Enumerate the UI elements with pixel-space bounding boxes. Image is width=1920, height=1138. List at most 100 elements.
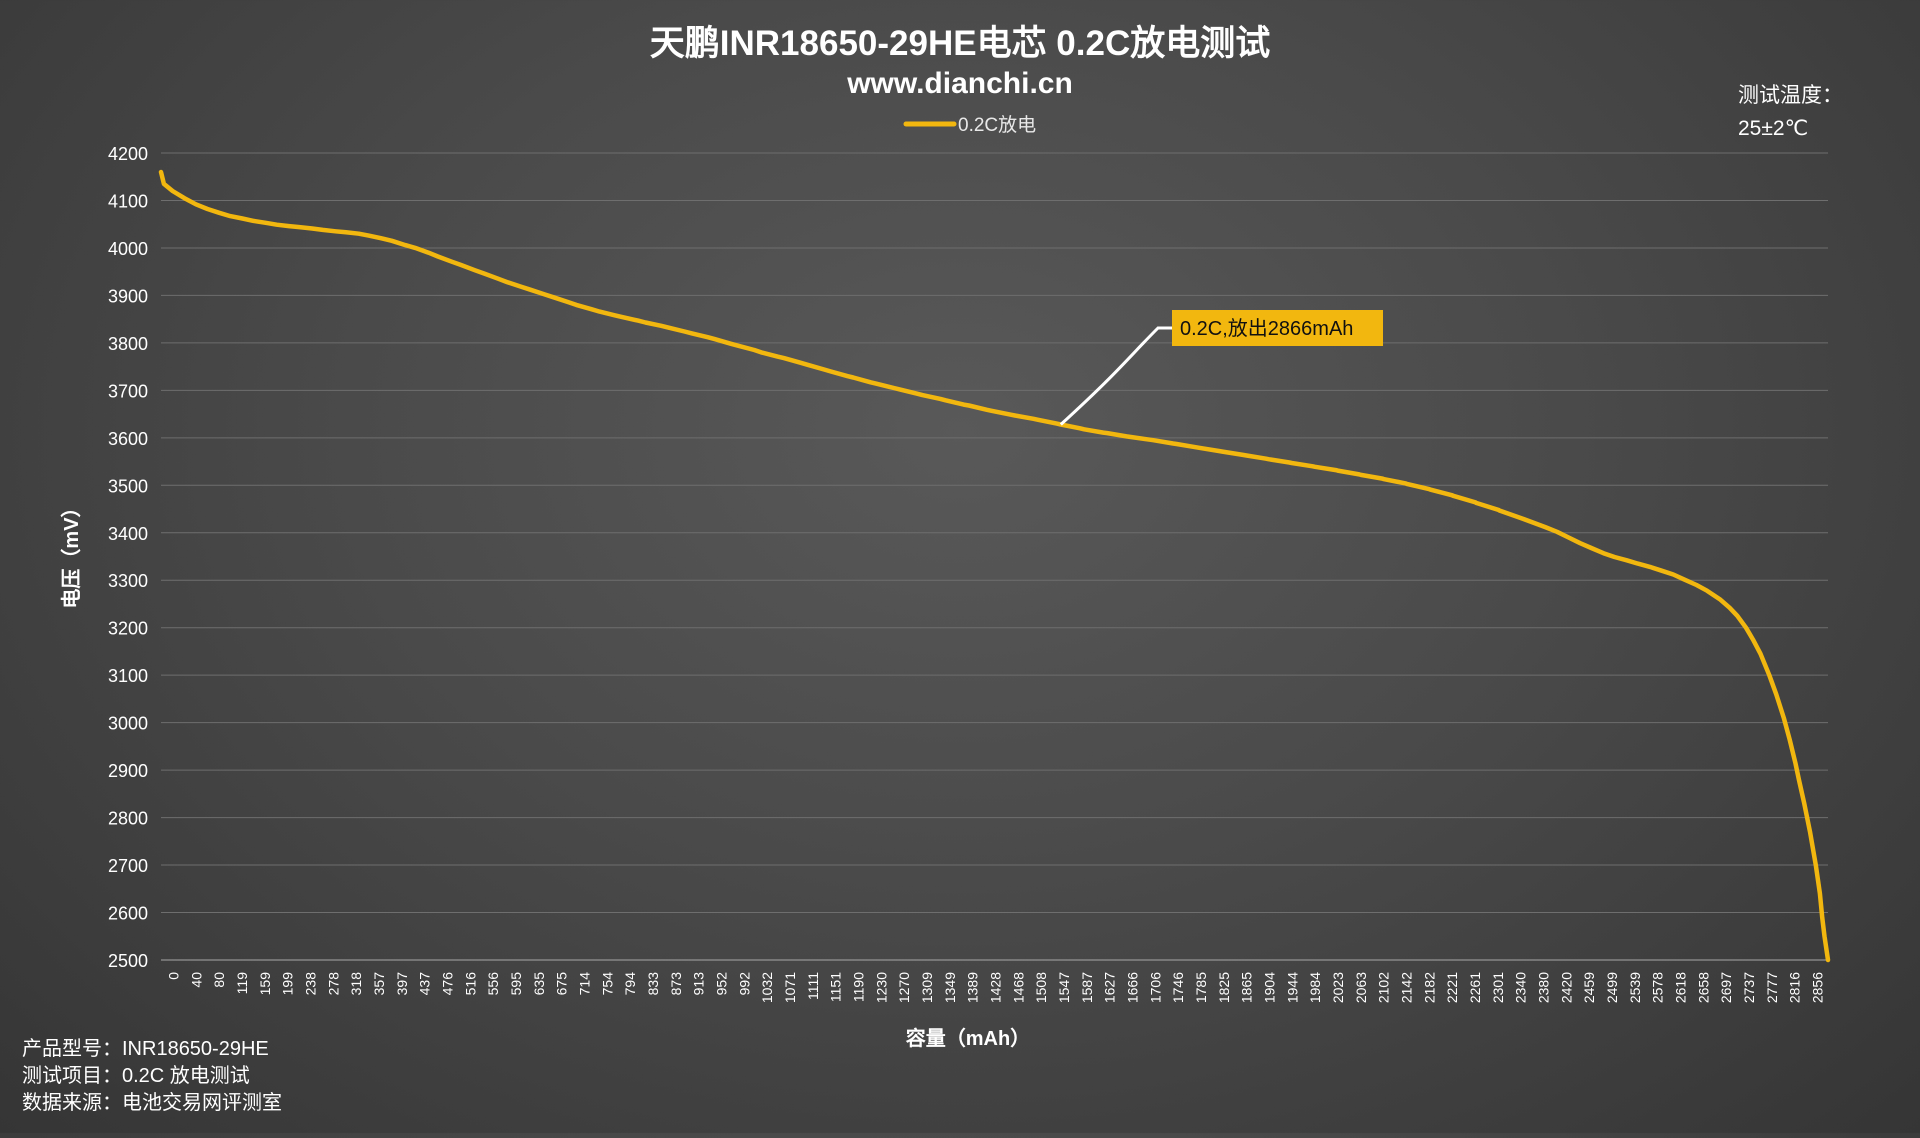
y-tick-label: 3700 [108, 381, 148, 401]
x-tick-label: 397 [394, 972, 410, 996]
x-tick-label: 1230 [873, 972, 889, 1003]
x-tick-label: 2063 [1353, 972, 1369, 1003]
y-tick-label: 2600 [108, 904, 148, 924]
x-tick-label: 2182 [1421, 972, 1437, 1003]
x-tick-label: 1111 [805, 972, 821, 1000]
x-tick-label: 833 [645, 972, 661, 996]
x-tick-label: 1627 [1102, 972, 1118, 1003]
x-tick-label: 119 [234, 972, 250, 995]
x-axis-label: 容量（mAh） [906, 1026, 1030, 1050]
y-tick-label: 3800 [108, 334, 148, 354]
x-tick-label: 2816 [1787, 972, 1803, 1003]
x-tick-label: 595 [508, 972, 524, 996]
x-tick-label: 1944 [1284, 972, 1300, 1003]
temperature-label: 测试温度： [1738, 84, 1843, 107]
x-tick-label: 1428 [988, 972, 1004, 1003]
x-tick-label: 476 [439, 972, 455, 996]
legend-label: 0.2C放电 [958, 114, 1036, 136]
x-tick-label: 1865 [1239, 972, 1255, 1003]
x-tick-label: 1032 [759, 972, 775, 1003]
y-tick-label: 3400 [108, 524, 148, 544]
x-tick-label: 952 [713, 972, 729, 996]
info-data-source: 数据来源：电池交易网评测室 [22, 1091, 282, 1114]
x-tick-label: 2340 [1513, 972, 1529, 1003]
x-tick-label: 159 [257, 972, 273, 996]
y-tick-label: 3500 [108, 476, 148, 496]
info-test-item: 测试项目：0.2C 放电测试 [22, 1064, 250, 1087]
y-tick-label: 3200 [108, 619, 148, 639]
temperature-value: 25±2℃ [1738, 117, 1808, 140]
annotation-layer: 0.2C,放出2866mAh [1059, 310, 1383, 426]
x-tick-label: 1508 [1033, 972, 1049, 1003]
y-tick-label: 4000 [108, 239, 148, 259]
x-tick-label: 1706 [1147, 972, 1163, 1003]
x-tick-label: 1904 [1262, 972, 1278, 1003]
x-tick-label: 516 [462, 972, 478, 996]
x-tick-label: 40 [188, 972, 204, 988]
x-tick-label: 1349 [942, 972, 958, 1003]
y-tick-label: 3600 [108, 429, 148, 449]
x-tick-label: 913 [691, 972, 707, 996]
legend: 0.2C放电 [903, 114, 1036, 136]
y-axis-label: 电压（mV） [60, 497, 83, 608]
x-tick-label: 238 [302, 972, 318, 996]
x-tick-label: 2023 [1330, 972, 1346, 1003]
x-tick-label: 1825 [1216, 972, 1232, 1003]
x-tick-label: 1309 [919, 972, 935, 1003]
callout-leader-line [1059, 326, 1172, 426]
y-tick-label: 3000 [108, 714, 148, 734]
y-tick-label: 3100 [108, 666, 148, 686]
x-tick-label: 2102 [1376, 972, 1392, 1003]
x-tick-label: 992 [736, 972, 752, 996]
series-layer [158, 169, 1831, 963]
x-tick-label: 675 [554, 972, 570, 996]
x-tick-label: 1547 [1056, 972, 1072, 1003]
x-tick-label: 1785 [1193, 972, 1209, 1003]
x-tick-label: 2221 [1444, 972, 1460, 1003]
x-tick-label: 2539 [1627, 972, 1643, 1003]
y-tick-label: 4200 [108, 144, 148, 164]
x-tick-label: 1071 [782, 972, 798, 1003]
y-tick-label: 2700 [108, 856, 148, 876]
x-tick-label: 278 [325, 972, 341, 996]
chart-title: 天鹏INR18650-29HE电芯 0.2C放电测试 [650, 24, 1270, 63]
x-tick-label: 1270 [896, 972, 912, 1003]
x-tick-label: 1984 [1307, 972, 1323, 1003]
x-tick-label: 714 [576, 972, 592, 996]
y-tick-label: 2800 [108, 809, 148, 829]
x-tick-label: 199 [280, 972, 296, 996]
series-line-0-2c-discharge [158, 169, 1831, 963]
x-tick-label: 0 [165, 972, 181, 980]
y-tick-label: 2900 [108, 761, 148, 781]
x-tick-label: 2142 [1399, 972, 1415, 1003]
x-tick-label: 437 [417, 972, 433, 996]
x-tick-label: 2856 [1810, 972, 1826, 1003]
x-tick-label: 1389 [965, 972, 981, 1003]
x-tick-label: 1587 [1079, 972, 1095, 1003]
x-tick-label: 754 [599, 972, 615, 996]
x-tick-label: 556 [485, 972, 501, 996]
x-tick-label: 80 [211, 972, 227, 988]
x-tick-label: 2777 [1764, 972, 1780, 1003]
x-tick-label: 1746 [1170, 972, 1186, 1003]
x-tick-label: 1190 [850, 972, 866, 1002]
y-tick-label: 2500 [108, 951, 148, 971]
x-tick-label: 873 [668, 972, 684, 996]
x-tick-label: 2459 [1581, 972, 1597, 1003]
x-tick-label: 635 [531, 972, 547, 996]
axis-layer: 2500 2600 2700 2800 2900 3000 3100 3200 3300 3400… [108, 144, 1826, 1003]
x-tick-label: 2658 [1695, 972, 1711, 1003]
x-tick-label: 2618 [1673, 972, 1689, 1003]
x-tick-label: 2578 [1650, 972, 1666, 1003]
chart-subtitle: www.dianchi.cn [846, 67, 1073, 100]
y-tick-label: 3900 [108, 286, 148, 306]
x-tick-label: 357 [371, 972, 387, 996]
x-tick-label: 2301 [1490, 972, 1506, 1003]
x-tick-label: 2499 [1604, 972, 1620, 1003]
callout-box [1172, 310, 1383, 346]
x-tick-label: 2380 [1536, 972, 1552, 1003]
x-tick-label: 794 [622, 972, 638, 996]
y-tick-label: 4100 [108, 191, 148, 211]
